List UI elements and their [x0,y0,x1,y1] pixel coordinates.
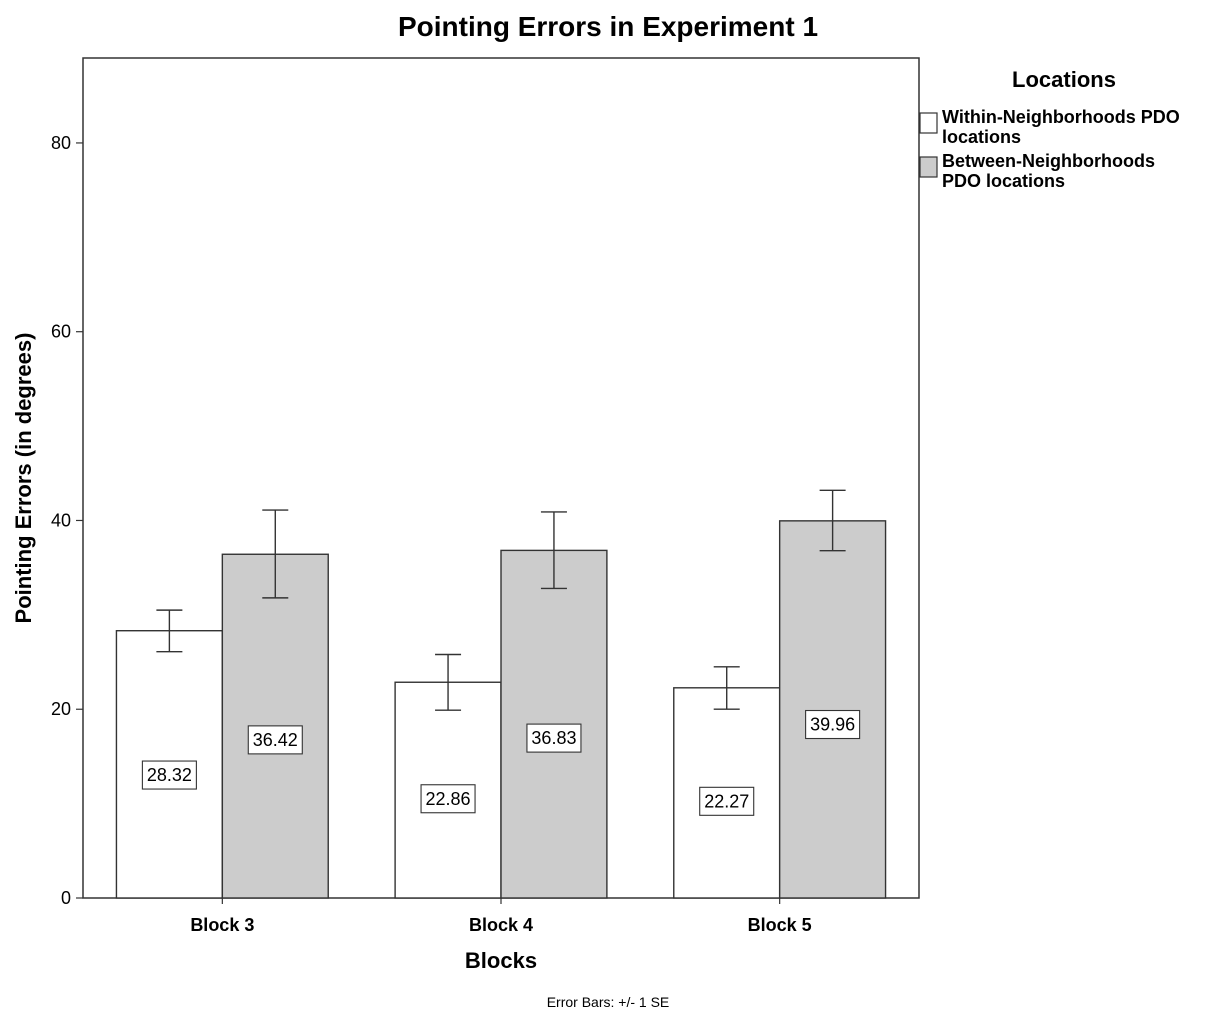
y-axis: 0 20 40 60 80 [51,133,83,908]
data-label: 22.86 [426,789,471,809]
legend-swatch [919,112,938,134]
legend: Locations Within-Neighborhoods PDOlocati… [919,67,1180,191]
error-bars-note: Error Bars: +/- 1 SE [547,994,670,1010]
data-label-box [141,760,197,790]
y-tick-label: 40 [51,510,71,530]
data-label-box [247,725,303,755]
x-tick-label: Block 4 [469,915,533,935]
y-axis-title: Pointing Errors (in degrees) [11,333,36,624]
y-tick-label: 20 [51,699,71,719]
data-label-box [420,784,476,814]
x-axis: Block 3 Block 4 Block 5 [190,898,812,935]
y-tick-label: 80 [51,133,71,153]
data-label: 36.42 [253,730,298,750]
x-tick-label: Block 5 [748,915,812,935]
legend-title: Locations [1012,67,1116,92]
legend-label: Within-Neighborhoods PDO [942,107,1180,127]
data-label: 39.96 [810,715,855,735]
y-tick-label: 60 [51,322,71,342]
data-label: 28.32 [147,765,192,785]
data-label: 22.27 [704,791,749,811]
bar [778,520,887,899]
legend-label: PDO locations [942,171,1065,191]
data-label-box [526,723,582,753]
y-tick-label: 0 [61,888,71,908]
chart-title: Pointing Errors in Experiment 1 [398,11,818,42]
data-label-box [805,709,861,740]
legend-swatch [919,156,938,178]
data-label-box [699,786,755,816]
legend-label: locations [942,127,1021,147]
data-label: 36.83 [531,728,576,748]
x-tick-label: Block 3 [190,915,254,935]
bars: 28.32 36.42 22.86 36.83 22.27 39.96 [115,489,887,899]
legend-label: Between-Neighborhoods [942,151,1155,171]
x-axis-title: Blocks [465,948,537,973]
